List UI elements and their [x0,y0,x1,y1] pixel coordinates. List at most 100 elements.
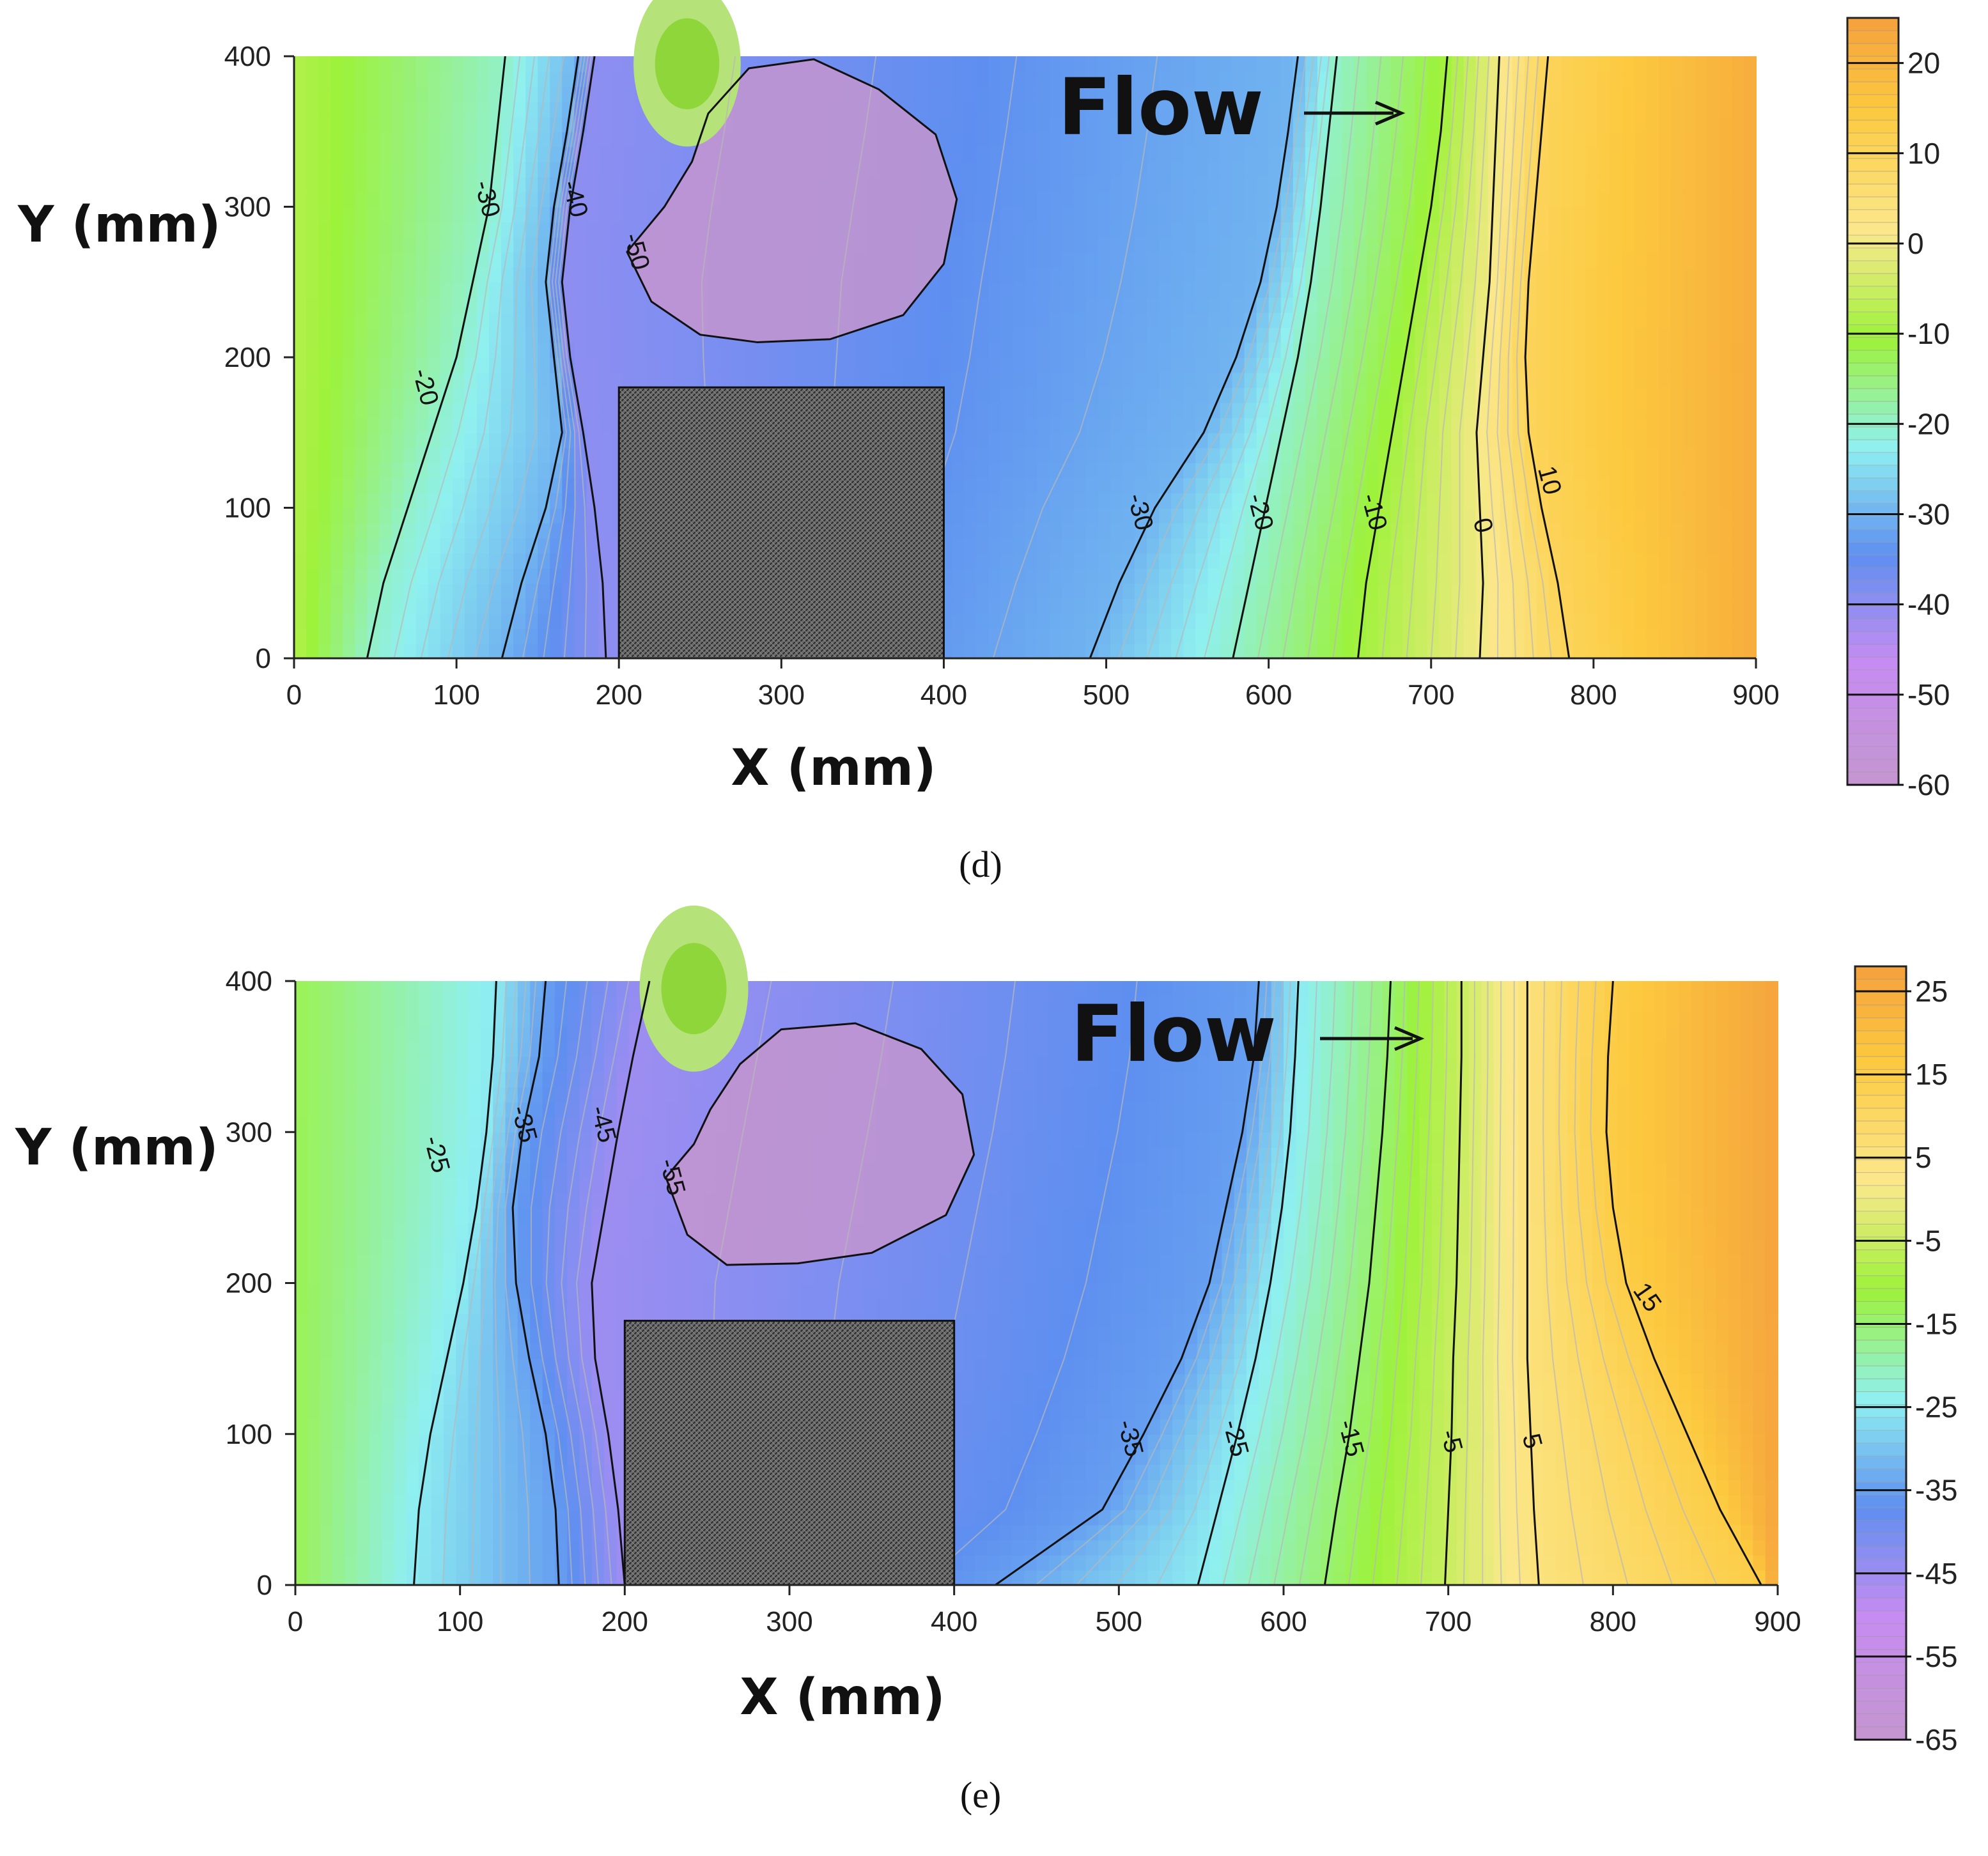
field-cell [1658,553,1672,569]
field-cell [440,507,453,524]
field-cell [1561,312,1574,328]
field-cell [671,342,685,358]
field-cell [550,146,563,162]
field-cell [1317,447,1330,463]
field-cell [610,176,624,192]
field-cell [1646,598,1659,614]
field-cell [1658,222,1672,238]
field-cell [1061,176,1075,192]
field-cell [1682,342,1696,358]
field-cell [1451,282,1464,298]
field-cell [452,252,465,268]
field-cell [1634,568,1647,584]
field-cell [440,402,453,419]
field-cell [355,402,368,419]
field-cell [635,191,648,208]
field-cell [1256,191,1270,208]
colorbar-swatch [1847,631,1899,645]
field-cell [1378,282,1392,298]
field-cell [330,86,344,102]
field-cell [1366,583,1379,599]
field-cell [1646,146,1659,162]
field-cell [1743,372,1757,389]
field-cell [1183,523,1197,539]
field-cell [306,191,320,208]
field-cell [1049,613,1062,629]
field-cell [355,598,368,614]
field-cell [379,432,392,449]
field-cell [976,568,990,584]
field-cell [1049,206,1062,223]
field-cell [476,583,490,599]
field-cell [1110,312,1123,328]
field-cell [1402,492,1416,509]
field-cell [1122,267,1136,283]
field-cell [1280,583,1294,599]
field-cell [1658,342,1672,358]
field-cell [940,267,953,283]
field-cell [1000,462,1014,479]
field-cell [501,568,515,584]
field-cell [1536,297,1550,313]
field-cell [964,131,977,148]
field-cell [574,312,587,328]
x-tick-label: 700 [1408,679,1454,711]
field-cell [1719,628,1732,644]
field-cell [1597,312,1611,328]
field-cell [1610,523,1623,539]
field-cell [1610,357,1623,373]
field-cell [1342,537,1355,554]
field-cell [355,492,368,509]
field-cell [391,342,405,358]
field-cell [440,357,453,373]
field-cell [890,372,904,389]
field-cell [1475,267,1489,283]
field-cell [464,146,478,162]
field-cell [574,507,587,524]
field-cell [1682,206,1696,223]
field-cell [1670,643,1684,659]
field-cell [1232,447,1245,463]
field-cell [488,643,502,659]
field-cell [1524,357,1537,373]
color-field [294,0,1757,659]
field-cell [538,523,551,539]
field-cell [1402,146,1416,162]
field-cell [1695,462,1708,479]
field-cell [1622,131,1635,148]
field-cell [1475,628,1489,644]
field-cell [1305,643,1318,659]
field-cell [379,537,392,554]
field-cell [1147,537,1160,554]
field-cell [525,327,539,343]
field-cell [1378,267,1392,283]
field-cell [1622,282,1635,298]
field-cell [440,101,453,118]
field-cell [452,56,465,72]
field-cell [1475,297,1489,313]
field-cell [1268,116,1282,132]
field-cell [1524,628,1537,644]
field-cell [928,101,941,118]
field-cell [562,71,575,88]
field-cell [1342,222,1355,238]
field-cell [976,523,990,539]
field-cell [1208,447,1221,463]
field-cell [1000,628,1014,644]
field-cell [1585,568,1599,584]
field-cell [1610,297,1623,313]
field-cell [574,327,587,343]
field-cell [1646,222,1659,238]
field-cell [525,477,539,493]
field-cell [1610,327,1623,343]
field-cell [538,131,551,148]
field-cell [294,598,307,614]
field-cell [476,477,490,493]
field-cell [1731,342,1744,358]
field-cell [562,282,575,298]
field-cell [1622,206,1635,223]
field-cell [1731,116,1744,132]
field-cell [403,161,417,178]
field-cell [964,628,977,644]
field-cell [976,613,990,629]
